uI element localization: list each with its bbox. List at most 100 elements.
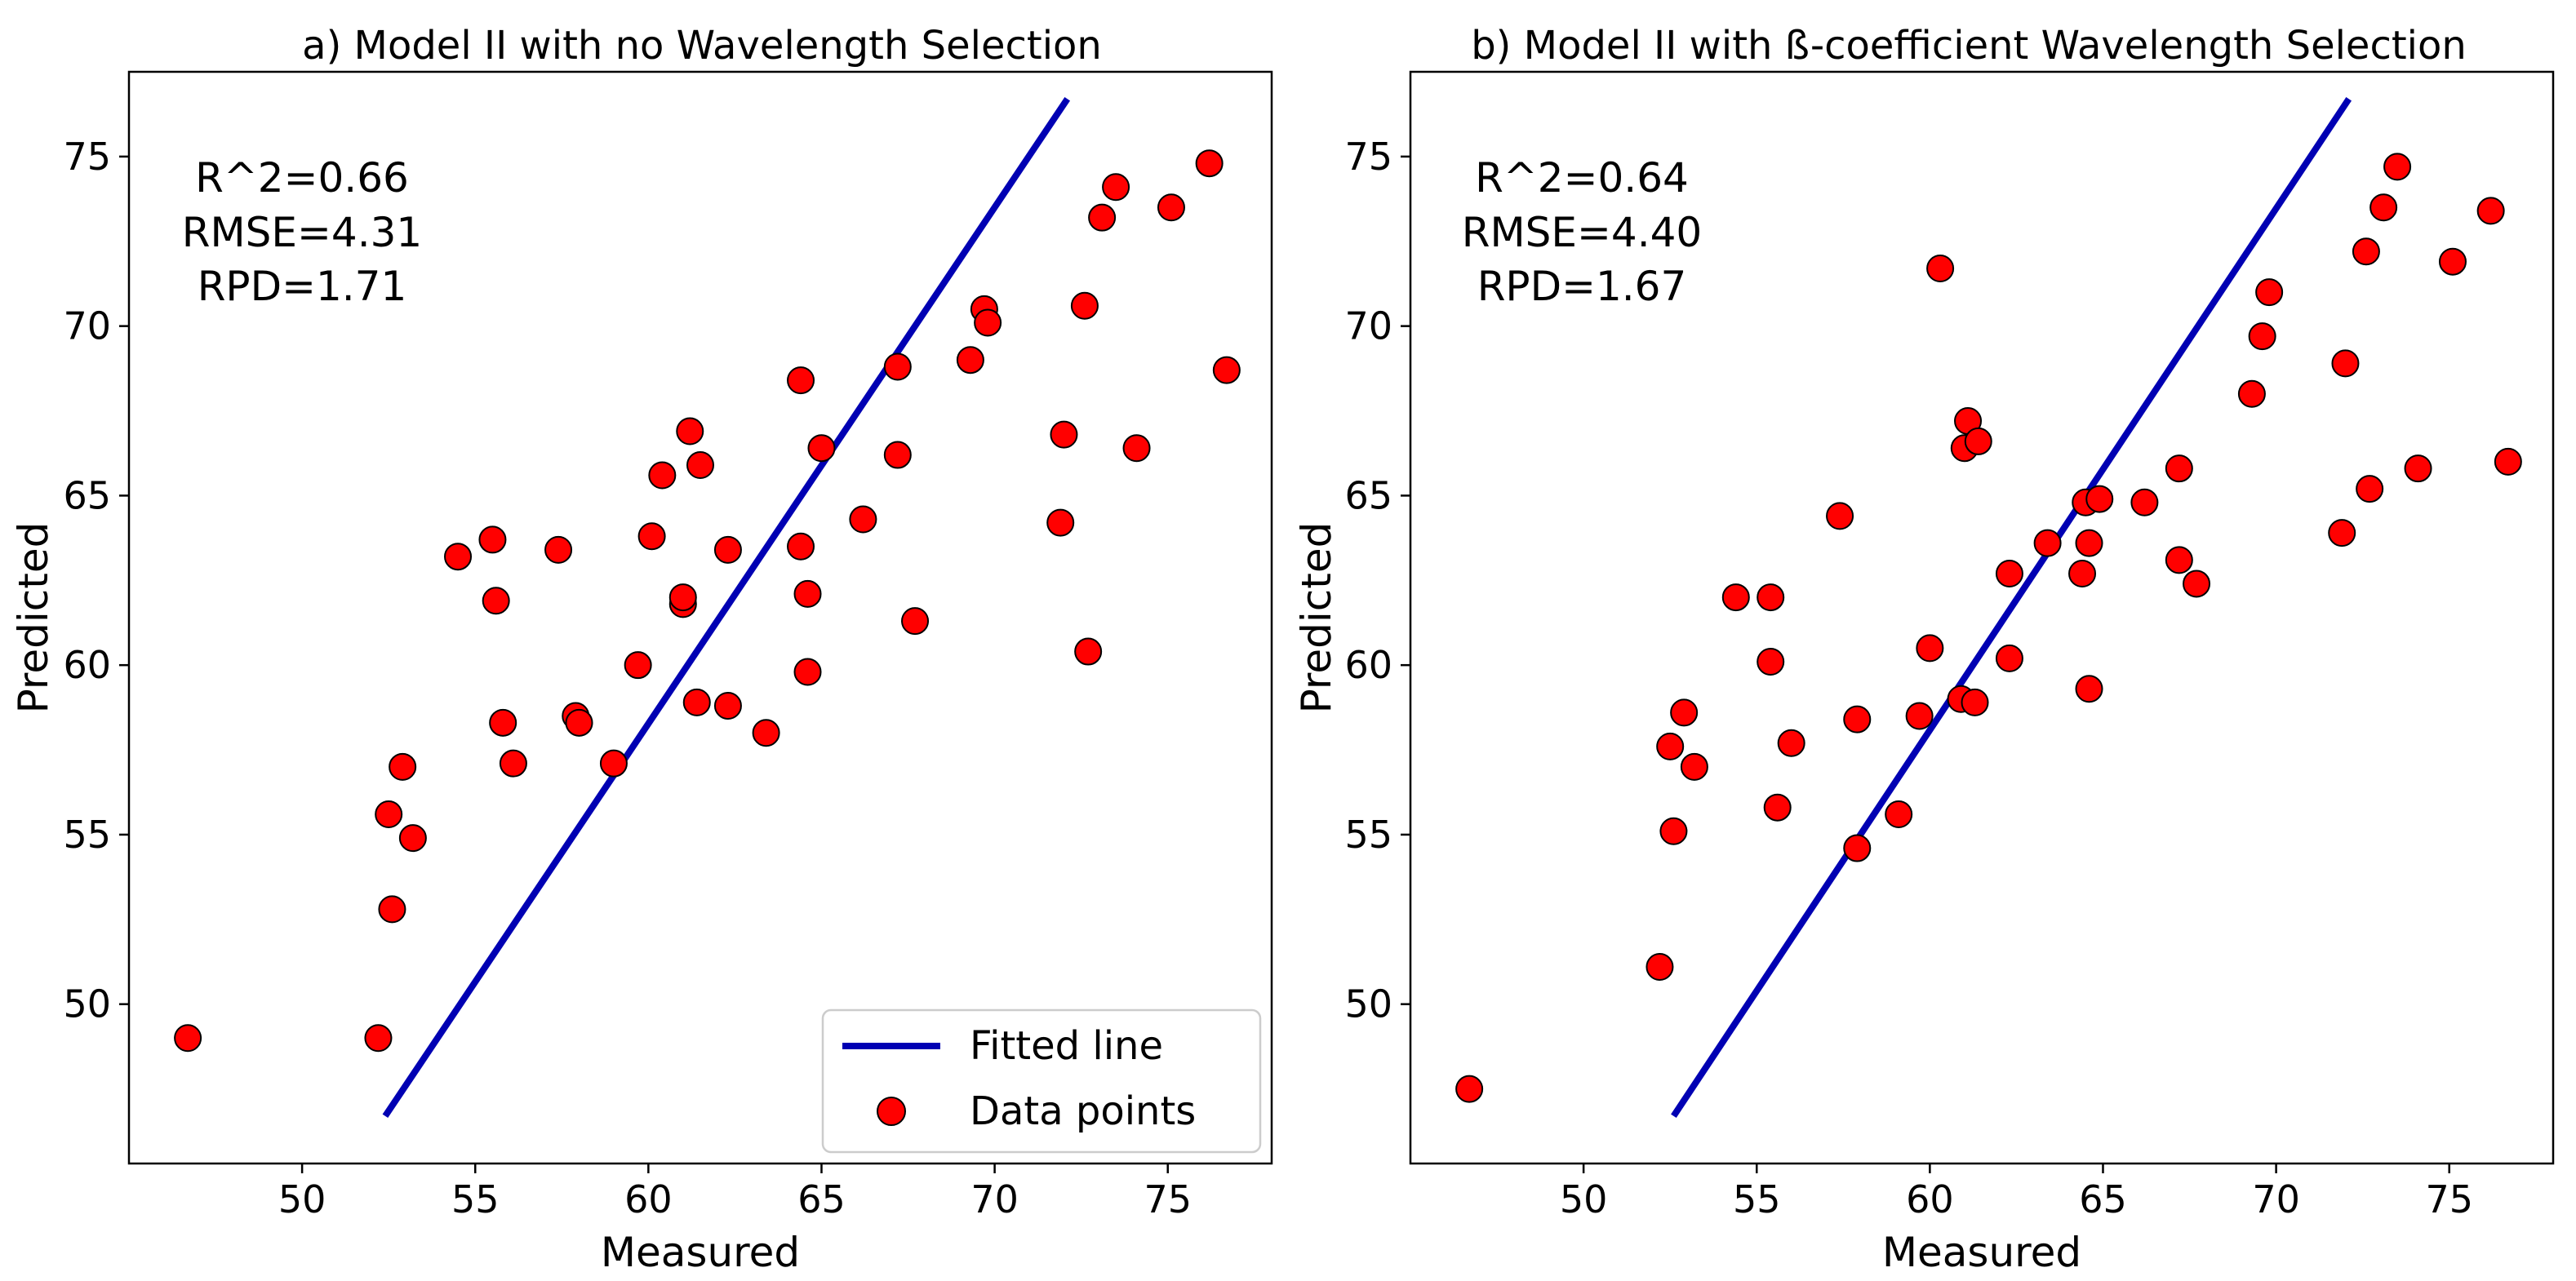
data-point: [544, 535, 573, 564]
data-point: [1659, 817, 1688, 845]
data-point: [901, 607, 930, 636]
data-point: [1777, 729, 1805, 757]
data-point: [787, 366, 815, 395]
stat-rmse: RMSE=4.40: [1462, 209, 1702, 256]
data-point: [2085, 485, 2114, 513]
data-point: [1763, 793, 1792, 822]
legend-data-points-label: Data points: [970, 1088, 1196, 1134]
y-tick-label: 50: [63, 982, 111, 1026]
data-point: [482, 587, 510, 615]
stat-rpd: RPD=1.71: [198, 263, 407, 310]
data-point: [1680, 752, 1708, 781]
data-point: [787, 532, 815, 561]
panel-b: b) Model II with ß-coefficient Wavelengt…: [1293, 23, 2555, 1276]
data-point: [2075, 675, 2103, 703]
y-tick-label: 65: [1344, 473, 1392, 517]
data-point: [364, 1024, 393, 1053]
data-point: [1721, 583, 1750, 612]
x-tick-label: 75: [2425, 1177, 2473, 1221]
plot-area-frame: [1409, 70, 2555, 1165]
data-point: [2165, 546, 2193, 574]
data-point: [2033, 529, 2062, 557]
y-axis-ticks: 50 55 60 65 70 75: [1344, 135, 1410, 1026]
data-point: [648, 461, 677, 490]
x-axis-label: Measured: [1882, 1229, 2081, 1276]
panel-a: a) Model II with no Wavelength Selection…: [10, 23, 1273, 1276]
x-axis-ticks: 50 55 60 65 70 75: [1560, 1164, 2473, 1221]
data-point: [807, 434, 836, 463]
data-point: [2075, 529, 2103, 557]
stats-annotation: R^2=0.64 RMSE=4.40 RPD=1.67: [1462, 154, 1702, 310]
data-point: [1843, 705, 1872, 734]
data-point: [676, 417, 704, 445]
data-point: [2352, 237, 2380, 266]
data-point: [2248, 322, 2276, 351]
data-point: [686, 451, 714, 480]
data-point: [2255, 278, 2284, 307]
y-tick-label: 65: [63, 473, 111, 517]
data-point: [849, 505, 877, 534]
fitted-line: [382, 97, 1071, 1119]
legend: Fitted line Data points: [821, 1008, 1262, 1154]
data-point: [1122, 434, 1151, 463]
x-tick-label: 75: [1144, 1177, 1192, 1221]
y-tick-label: 60: [1344, 643, 1392, 687]
data-point: [2383, 153, 2412, 181]
data-point: [1843, 834, 1872, 862]
data-points: [1455, 153, 2522, 1103]
x-tick-label: 70: [970, 1177, 1019, 1221]
y-tick-label: 70: [63, 304, 111, 348]
data-point: [668, 583, 697, 612]
chart-title: b) Model II with ß-coefficient Wavelengt…: [1471, 23, 2467, 69]
data-points: [174, 149, 1241, 1053]
data-point: [2369, 193, 2398, 222]
data-point: [1074, 637, 1103, 666]
x-tick-label: 50: [278, 1177, 326, 1221]
data-point: [883, 441, 912, 469]
data-point: [2356, 475, 2384, 503]
data-point: [2476, 197, 2505, 225]
y-tick-label: 55: [1344, 813, 1392, 857]
data-point: [1102, 173, 1130, 202]
data-point: [1995, 559, 2023, 587]
x-tick-label: 60: [624, 1177, 673, 1221]
y-tick-label: 75: [63, 135, 111, 179]
data-point: [489, 708, 517, 737]
x-tick-label: 50: [1560, 1177, 1608, 1221]
data-point: [2068, 559, 2097, 587]
data-point: [444, 543, 473, 571]
legend-fitted-line-label: Fitted line: [970, 1023, 1163, 1069]
data-point: [883, 352, 912, 381]
y-tick-label: 50: [1344, 982, 1392, 1026]
data-point: [174, 1024, 202, 1053]
data-point: [499, 749, 527, 778]
data-point: [1905, 702, 1934, 730]
data-point: [974, 308, 1002, 337]
data-point: [2328, 519, 2356, 547]
y-axis-label: Predicted: [10, 522, 57, 714]
data-point: [1046, 508, 1075, 537]
data-point: [637, 522, 666, 551]
data-point: [1157, 193, 1185, 222]
data-point: [2237, 379, 2266, 408]
data-point: [378, 895, 406, 924]
data-point: [752, 719, 780, 747]
data-point: [1995, 644, 2023, 672]
data-point: [682, 688, 711, 716]
data-point: [1757, 648, 1785, 676]
data-point: [389, 752, 417, 781]
x-tick-label: 55: [1733, 1177, 1781, 1221]
x-axis-ticks: 50 55 60 65 70 75: [278, 1164, 1192, 1221]
data-point: [1050, 420, 1078, 449]
x-tick-label: 70: [2252, 1177, 2300, 1221]
fitted-line: [1671, 97, 2352, 1119]
data-point: [1455, 1075, 1484, 1103]
data-point: [1670, 698, 1699, 727]
data-point: [1656, 732, 1685, 760]
data-point: [1964, 427, 1992, 455]
x-tick-label: 55: [451, 1177, 500, 1221]
data-point: [1961, 688, 1989, 716]
data-point: [375, 800, 403, 829]
data-point: [2130, 488, 2159, 516]
